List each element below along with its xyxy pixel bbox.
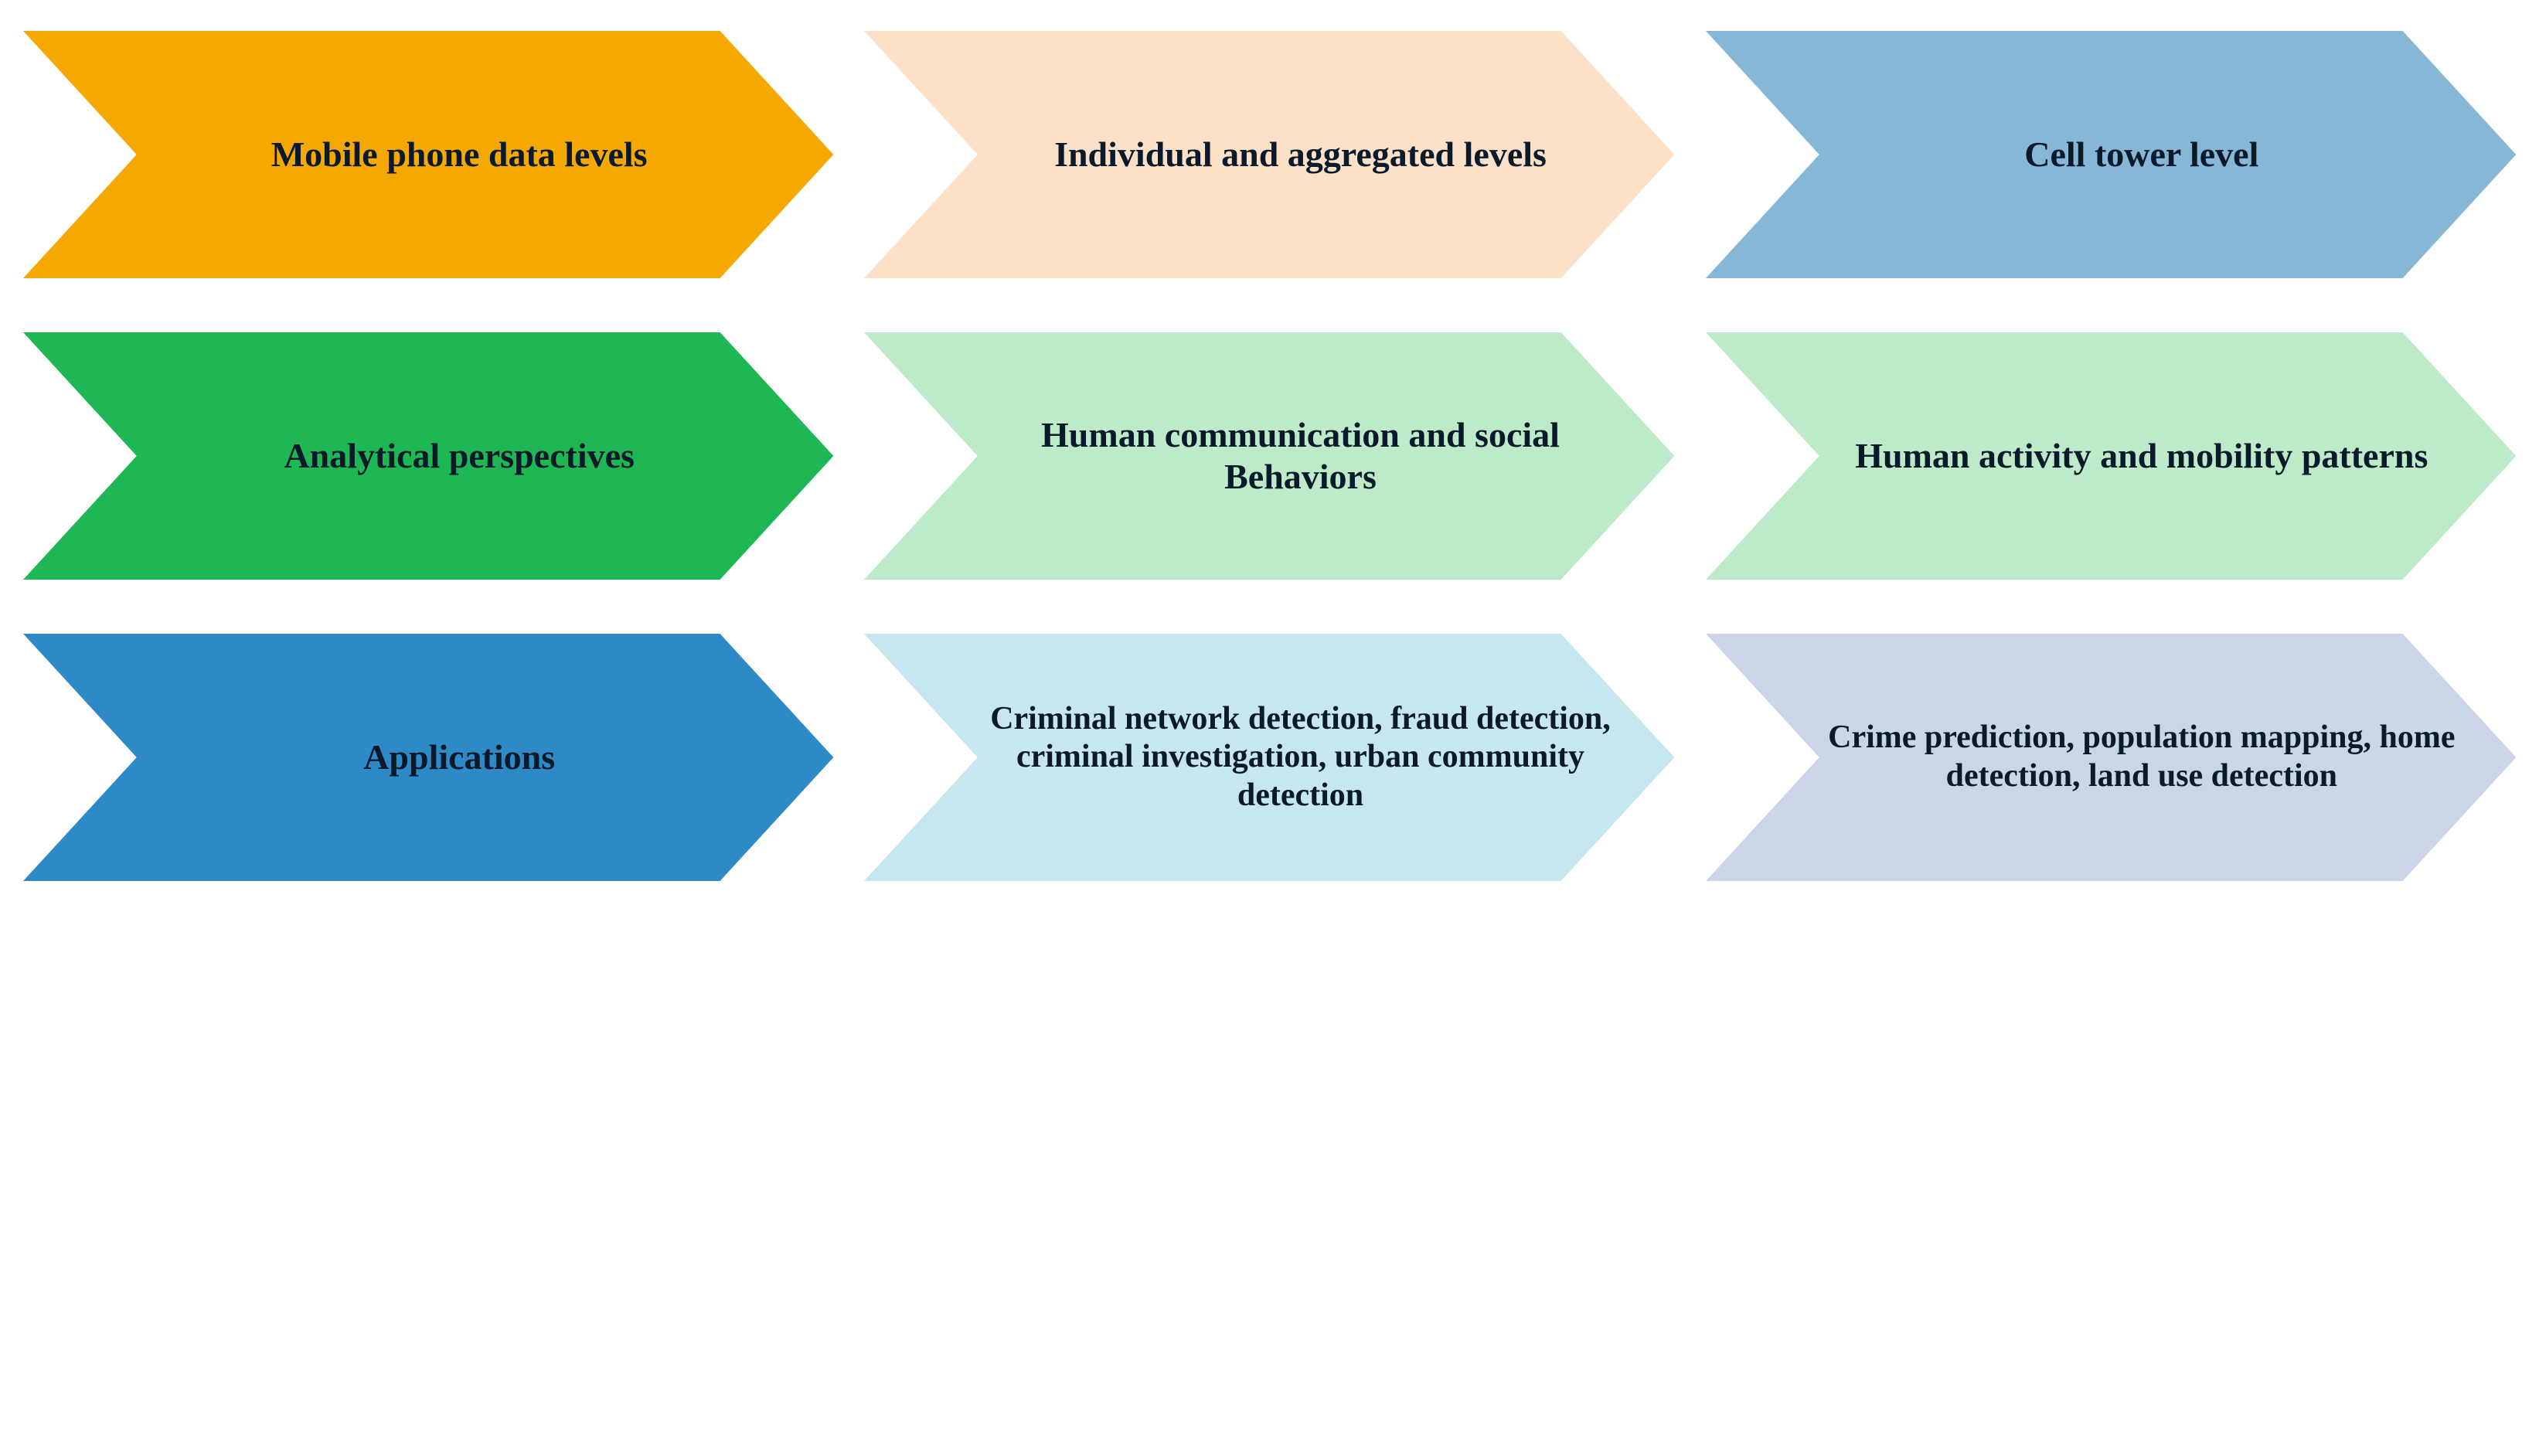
chevron-row-2: Analytical perspectives Human communicat… (23, 332, 2516, 580)
chevron-r1c2: Individual and aggregated levels (864, 31, 1674, 278)
chevron-label: Crime prediction, population mapping, ho… (1706, 719, 2516, 795)
chevron-r3c2: Criminal network detection, fraud detect… (864, 634, 1674, 881)
chevron-r3c3: Crime prediction, population mapping, ho… (1706, 634, 2516, 881)
chevron-r2c3: Human activity and mobility patterns (1706, 332, 2516, 580)
chevron-row-3: Applications Criminal network detection,… (23, 634, 2516, 881)
chevron-row-1: Mobile phone data levels Individual and … (23, 31, 2516, 278)
chevron-label: Cell tower level (1916, 134, 2305, 175)
chevron-label: Human communication and social Behaviors (864, 414, 1674, 498)
chevron-r3c1: Applications (23, 634, 833, 881)
chevron-label: Applications (255, 737, 601, 778)
chevron-label: Human activity and mobility patterns (1747, 435, 2474, 477)
chevron-label: Criminal network detection, fraud detect… (864, 700, 1674, 815)
chevron-label: Analytical perspectives (175, 435, 681, 477)
chevron-r2c2: Human communication and social Behaviors (864, 332, 1674, 580)
chevron-label: Mobile phone data levels (163, 134, 694, 175)
chevron-r1c1: Mobile phone data levels (23, 31, 833, 278)
chevron-r2c1: Analytical perspectives (23, 332, 833, 580)
chevron-label: Individual and aggregated levels (946, 134, 1593, 175)
chevron-grid: Mobile phone data levels Individual and … (23, 31, 2516, 881)
chevron-r1c3: Cell tower level (1706, 31, 2516, 278)
